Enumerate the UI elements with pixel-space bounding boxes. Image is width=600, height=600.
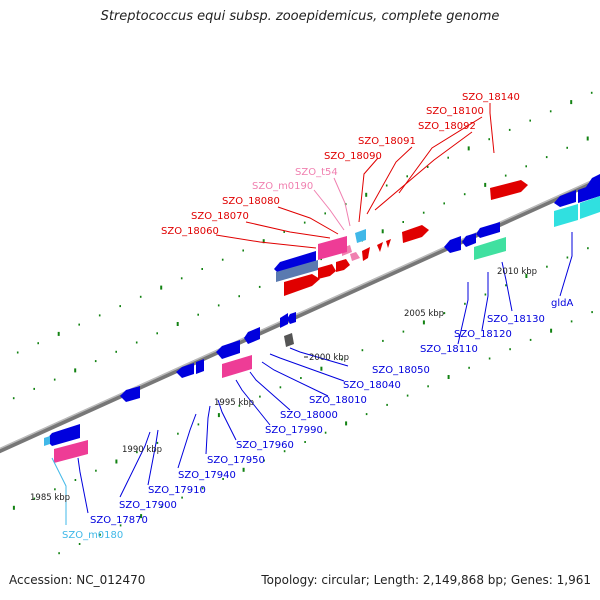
gene-label-szo-18000[interactable]: SZO_18000 xyxy=(280,410,338,421)
gene-features xyxy=(44,174,600,463)
gene-label-szo-m0190[interactable]: SZO_m0190 xyxy=(252,181,313,192)
gene-cyan-green xyxy=(474,237,506,260)
gene-label-szo-18140[interactable]: SZO_18140 xyxy=(462,92,520,103)
gene-cds-reverse xyxy=(444,236,461,253)
gene-cds-forward xyxy=(386,239,391,248)
topology-label: Topology: circular; Length: 2,149,868 bp… xyxy=(261,573,591,587)
gene-labels-above[interactable]: SZO_18140 SZO_18100 SZO_18092 SZO_18091 … xyxy=(161,92,520,237)
gene-label-szo-17900[interactable]: SZO_17900 xyxy=(119,500,177,511)
gene-label-szo-17990[interactable]: SZO_17990 xyxy=(265,425,323,436)
gene-cds-forward xyxy=(336,259,350,272)
gene-cds-reverse xyxy=(578,182,600,203)
gene-label-szo-18080[interactable]: SZO_18080 xyxy=(222,196,280,207)
gene-rna-reverse xyxy=(44,436,50,446)
scale-label: 1995 kbp xyxy=(214,398,254,408)
gene-cds-reverse xyxy=(196,359,204,374)
gene-label-szo-17870[interactable]: SZO_17870 xyxy=(90,515,148,526)
gene-label-szo-18010[interactable]: SZO_18010 xyxy=(309,395,367,406)
scale-label: 2005 kbp xyxy=(404,309,444,319)
gene-cds-reverse xyxy=(462,233,476,247)
gene-label-glda[interactable]: gldA xyxy=(551,298,573,309)
gene-cds-reverse xyxy=(46,424,80,446)
label-connectors-above xyxy=(215,103,495,249)
gene-label-szo-18090[interactable]: SZO_18090 xyxy=(324,151,382,162)
gene-pink xyxy=(318,236,347,260)
gene-label-szo-18100[interactable]: SZO_18100 xyxy=(426,106,484,117)
gene-label-szo-18040[interactable]: SZO_18040 xyxy=(343,380,401,391)
gene-label-szo-17960[interactable]: SZO_17960 xyxy=(236,440,294,451)
gene-label-szo-t54[interactable]: SZO_t54 xyxy=(295,167,338,178)
scale-label: 1985 kbp xyxy=(30,493,70,503)
gene-label-szo-18050[interactable]: SZO_18050 xyxy=(372,365,430,376)
gene-cyan xyxy=(580,196,600,219)
gene-labels-below[interactable]: SZO_m0180 SZO_17870 SZO_17900 SZO_17910 … xyxy=(62,298,573,541)
genome-backbone xyxy=(0,176,600,454)
gene-cds-reverse xyxy=(244,327,260,344)
scale-label: 2010 kbp xyxy=(497,267,537,277)
gene-cds-forward xyxy=(402,225,429,243)
gene-pink xyxy=(222,355,252,378)
gene-cds-reverse xyxy=(287,312,296,324)
gene-label-szo-17940[interactable]: SZO_17940 xyxy=(178,470,236,481)
scale-label: 2000 kbp xyxy=(309,353,349,363)
gene-label-szo-18130[interactable]: SZO_18130 xyxy=(487,314,545,325)
gene-label-szo-18110[interactable]: SZO_18110 xyxy=(420,344,478,355)
gene-gray xyxy=(284,333,294,347)
gene-cds-forward xyxy=(362,247,370,261)
gene-label-szo-18092[interactable]: SZO_18092 xyxy=(418,121,476,132)
scale-label: 1990 kbp xyxy=(122,445,162,455)
accession-label: Accession: NC_012470 xyxy=(9,573,146,587)
gene-rna-reverse xyxy=(355,229,366,243)
gene-cds-forward xyxy=(490,180,528,200)
gene-cds-reverse xyxy=(554,190,576,207)
gene-cds-reverse xyxy=(176,363,194,378)
gene-cds-reverse xyxy=(274,251,316,275)
label-connectors-below xyxy=(51,232,573,525)
gene-label-szo-18070[interactable]: SZO_18070 xyxy=(191,211,249,222)
gene-cds-reverse xyxy=(476,222,500,238)
gene-label-szo-18091[interactable]: SZO_18091 xyxy=(358,136,416,147)
gene-label-szo-17910[interactable]: SZO_17910 xyxy=(148,485,206,496)
gene-cds-reverse xyxy=(120,386,140,402)
gene-cds-forward xyxy=(284,274,320,296)
gene-label-szo-17950[interactable]: SZO_17950 xyxy=(207,455,265,466)
gene-label-szo-18120[interactable]: SZO_18120 xyxy=(454,329,512,340)
gene-pink xyxy=(54,440,88,463)
gene-label-szo-18060[interactable]: SZO_18060 xyxy=(161,226,219,237)
scale-labels: 1985 kbp 1990 kbp 1995 kbp 2000 kbp 2005… xyxy=(30,267,537,503)
gene-cds-reverse xyxy=(280,313,288,328)
gene-cyan xyxy=(554,204,578,227)
gene-cds-reverse xyxy=(216,340,240,359)
gene-cds-forward xyxy=(377,242,383,252)
gene-cds-forward xyxy=(318,264,336,279)
gene-rna-forward xyxy=(350,252,360,261)
gene-label-szo-m0180[interactable]: SZO_m0180 xyxy=(62,530,123,541)
gene-steel xyxy=(276,260,318,282)
map-title: Streptococcus equi subsp. zooepidemicus,… xyxy=(100,9,500,24)
